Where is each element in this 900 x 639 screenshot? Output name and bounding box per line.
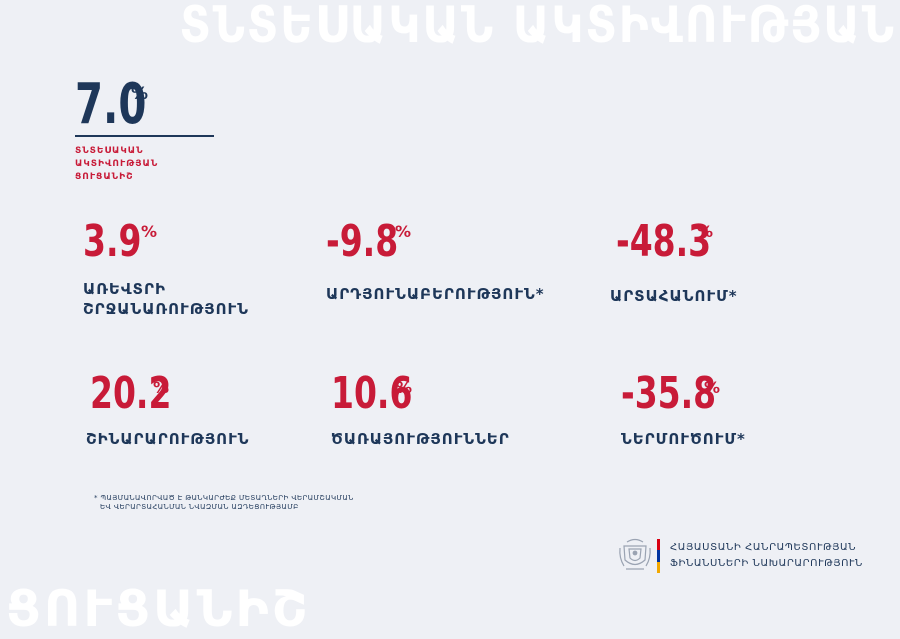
- main-indicator-label-line2: ՑՈՒՑԱՆԻՇ: [75, 172, 134, 182]
- flag-divider: [657, 539, 660, 573]
- indicator-trade-value: 3.9: [83, 216, 142, 267]
- indicator-trade-label-line2: ՇՐՋԱՆԱՌՈՒԹՅՈՒՆ: [83, 300, 249, 318]
- indicator-services-label: ԾԱՌԱՅՈՒԹՅՈՒՆՆԵՐ: [331, 430, 510, 448]
- footnote-line2: ԵՎ ՎԵՐԱՐՏԱՀԱՆՄԱՆ ՆՎԱԶՄԱՆ ԱԶԴԵՑՈՒԹՅԱՄԲ: [100, 503, 299, 511]
- ministry-name-line2: ՖԻՆԱՆՍՆԵՐԻ ՆԱԽԱՐԱՐՈՒԹՅՈՒՆ: [670, 558, 863, 569]
- indicator-import-value: -35.8: [621, 368, 717, 419]
- indicator-import-unit: %: [704, 378, 721, 397]
- indicator-industry-unit: %: [395, 222, 412, 241]
- indicator-export-value: -48.3: [616, 216, 712, 267]
- indicator-construction-value: 20.2: [90, 368, 172, 419]
- main-indicator-label: ՏՆՏԵՍԱԿԱՆ ԱԿՏԻՎՈՒԹՅԱՆ ՑՈՒՑԱՆԻՇ: [75, 145, 225, 184]
- indicator-trade-unit: %: [141, 222, 158, 241]
- main-indicator-unit: %: [131, 84, 149, 104]
- ministry-name: ՀԱՅԱՍՏԱՆԻ ՀԱՆՐԱՊԵՏՈՒԹՅԱՆ ՖԻՆԱՆՍՆԵՐԻ ՆԱԽԱ…: [670, 540, 863, 572]
- footnote: * ՊԱՅՄԱՆԱՎՈՐՎԱԾ Է ԹԱՆԿԱՐԺԵՔ ՄԵՏԱՂՆԵՐԻ ՎԵ…: [94, 494, 414, 512]
- indicator-export-unit: %: [697, 222, 714, 241]
- ministry-name-line1: ՀԱՅԱՍՏԱՆԻ ՀԱՆՐԱՊԵՏՈՒԹՅԱՆ: [670, 542, 857, 553]
- main-indicator-value: 7.0: [75, 72, 147, 137]
- indicator-services-unit: %: [396, 378, 413, 397]
- indicator-import-label: ՆԵՐՄՈՒԾՈՒՄ*: [621, 430, 746, 448]
- coat-of-arms-icon: [618, 536, 652, 578]
- indicator-trade-label: ԱՌԵՎՏՐԻ ՇՐՋԱՆԱՌՈՒԹՅՈՒՆ: [83, 279, 249, 319]
- indicator-construction-label: ՇԻՆԱՐԱՐՈՒԹՅՈՒՆ: [86, 430, 250, 448]
- footnote-line1: * ՊԱՅՄԱՆԱՎՈՐՎԱԾ Է ԹԱՆԿԱՐԺԵՔ ՄԵՏԱՂՆԵՐԻ ՎԵ…: [94, 494, 354, 502]
- indicator-services-value: 10.6: [331, 368, 413, 419]
- main-indicator-label-line1: ՏՆՏԵՍԱԿԱՆ ԱԿՏԻՎՈՒԹՅԱՆ: [75, 146, 159, 169]
- indicator-industry-label: ԱՐԴՅՈՒՆԱԲԵՐՈՒԹՅՈՒՆ*: [326, 285, 545, 303]
- indicator-construction-unit: %: [153, 378, 170, 397]
- watermark-title-top: ՏՆՏԵՍԱԿԱՆ ԱԿՏԻՎՈՒԹՅԱՆ: [179, 0, 896, 54]
- indicator-trade-label-line1: ԱՌԵՎՏՐԻ: [83, 280, 166, 298]
- watermark-title-bottom: ՑՈՒՑԱՆԻՇ: [6, 580, 311, 638]
- indicator-export-label: ԱՐՏԱՀԱՆՈՒՄ*: [610, 287, 738, 305]
- indicator-industry-value: -9.8: [326, 216, 399, 267]
- main-indicator-divider: [75, 135, 214, 137]
